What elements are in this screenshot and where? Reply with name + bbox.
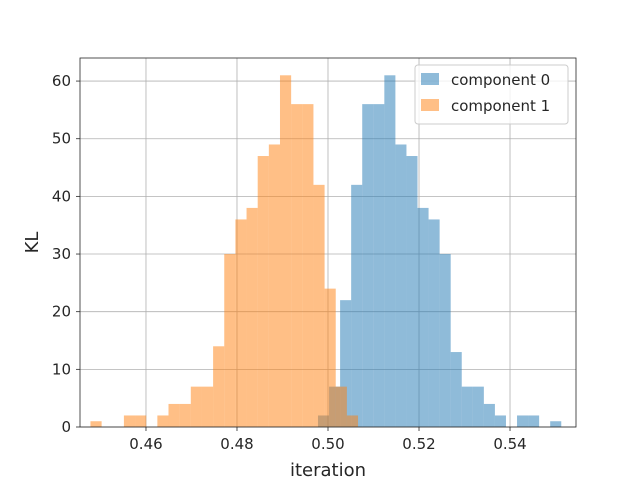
y-tick-label: 0 [61,418,71,436]
histogram-bar-component-1 [201,386,214,427]
histogram-bar-component-0 [395,144,407,427]
y-tick-label: 10 [52,360,71,378]
histogram-bar-component-0 [362,104,374,427]
histogram-bar-component-1 [279,75,292,427]
histogram-bar-component-1 [291,104,303,427]
histogram-bar-component-1 [213,346,225,427]
histogram-bar-component-1 [157,415,169,427]
histogram-bar-component-1 [346,415,359,427]
legend-swatch-component-1 [421,99,439,111]
histogram-bar-component-0 [417,207,429,427]
axis-ticks: 0.46 0.48 0.50 0.52 0.54 0 10 20 30 40 50 60 [52,72,527,453]
histogram-bar-component-0 [550,421,562,427]
y-tick-label: 50 [52,130,71,148]
histogram-bar-component-0 [340,300,352,427]
histogram-bar-component-1 [324,288,336,427]
x-axis-label: iteration [290,460,366,480]
x-tick-label: 0.54 [493,435,526,453]
x-tick-label: 0.48 [220,435,253,453]
histogram-bar-component-0 [439,254,451,427]
histogram-bar-component-0 [461,386,473,427]
histogram-bar-component-1 [168,403,180,427]
histogram-bar-component-0 [428,219,440,427]
histogram-bar-component-0 [472,386,484,427]
histogram-bar-component-1 [135,415,147,427]
y-tick-label: 30 [52,245,71,263]
histogram-bar-component-1 [90,421,102,427]
histogram-bar-component-1 [235,219,247,427]
x-tick-label: 0.50 [311,435,344,453]
histogram-bar-component-1 [224,254,236,427]
legend-swatch-component-0 [421,73,439,85]
histogram-bar-component-1 [179,403,191,427]
histogram-bar-component-1 [246,207,258,427]
histogram-bar-component-0 [494,415,506,427]
histogram-bar-component-0 [384,75,396,427]
histogram-bar-component-0 [450,352,462,427]
y-tick-label: 20 [52,303,71,321]
histogram-bar-component-1 [257,156,269,427]
histogram-bar-component-1 [335,386,347,427]
histogram-bar-component-0 [517,415,529,427]
y-axis-label: KL [22,232,43,254]
histogram-bar-component-1 [123,415,136,427]
x-tick-label: 0.52 [402,435,435,453]
histogram-bar-component-1 [190,386,202,427]
histogram-bar-component-0 [528,415,540,427]
y-tick-label: 60 [52,72,71,90]
histogram-bar-component-1 [268,144,280,427]
histogram-bar-component-0 [351,184,363,427]
histogram-bar-component-1 [302,104,314,427]
legend-box [414,64,569,125]
histogram-bar-component-0 [373,104,385,427]
histogram-bar-component-0 [483,403,495,427]
legend-label-component-1: component 1 [451,97,550,115]
x-tick-label: 0.46 [129,435,162,453]
legend: component 0 component 1 [414,64,569,125]
y-tick-label: 40 [52,187,71,205]
histogram-bars [90,75,562,427]
histogram-bar-component-0 [406,156,418,427]
histogram-bar-component-1 [313,184,325,427]
legend-label-component-0: component 0 [451,71,550,89]
